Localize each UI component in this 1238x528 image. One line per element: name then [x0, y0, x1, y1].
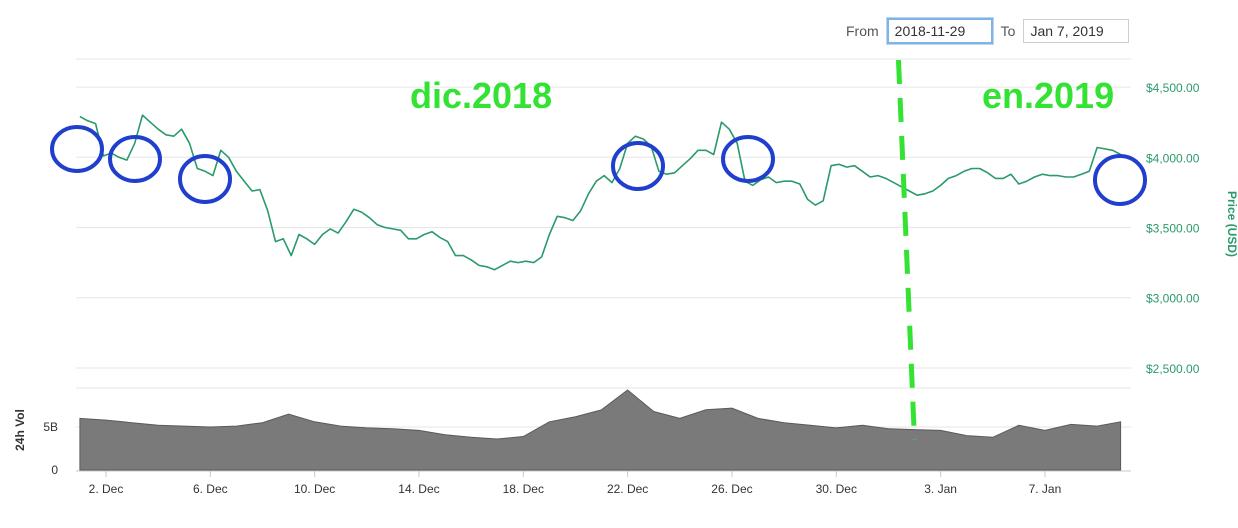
- peak-highlight-circle: [611, 141, 665, 191]
- date-range-selector: From To: [838, 18, 1130, 44]
- price-tick-label: $2,500.00: [1146, 362, 1200, 376]
- x-tick-label: 3. Jan: [924, 482, 957, 496]
- x-tick-label: 6. Dec: [193, 482, 228, 496]
- x-tick-label: 18. Dec: [503, 482, 544, 496]
- x-tick-label: 10. Dec: [294, 482, 335, 496]
- price-series-line: [79, 114, 1121, 271]
- x-tick-label: 30. Dec: [816, 482, 857, 496]
- to-date-input[interactable]: [1023, 19, 1130, 43]
- price-tick-label: $4,000.00: [1146, 151, 1200, 165]
- x-tick-label: 22. Dec: [607, 482, 648, 496]
- volume-tick-label: 0: [51, 463, 58, 477]
- volume-tick-label: 5B: [43, 420, 58, 434]
- price-axis-title: Price (USD): [1225, 191, 1238, 257]
- volume-axis-title: 24h Vol: [13, 409, 27, 451]
- from-label: From: [846, 23, 879, 39]
- x-tick-label: 2. Dec: [89, 482, 124, 496]
- x-tick-label: 14. Dec: [398, 482, 439, 496]
- price-tick-label: $4,500.00: [1146, 81, 1200, 95]
- to-label: To: [1000, 23, 1016, 39]
- x-tick-label: 26. Dec: [711, 482, 752, 496]
- price-tick-label: $3,500.00: [1146, 222, 1200, 236]
- annotation-label-january: en.2019: [982, 75, 1114, 116]
- annotation-label-december: dic.2018: [410, 75, 552, 116]
- volume-series-area: [79, 389, 1122, 471]
- peak-highlight-circle: [721, 135, 775, 183]
- price-tick-label: $3,000.00: [1146, 292, 1200, 306]
- peak-highlight-circle: [1093, 154, 1147, 206]
- peak-highlight-circle: [50, 125, 104, 173]
- peak-highlight-circle: [108, 135, 162, 183]
- peak-highlight-circle: [178, 154, 232, 204]
- x-tick-label: 7. Jan: [1029, 482, 1062, 496]
- month-divider-dashed-line: [895, 59, 917, 441]
- from-date-input[interactable]: [886, 18, 993, 44]
